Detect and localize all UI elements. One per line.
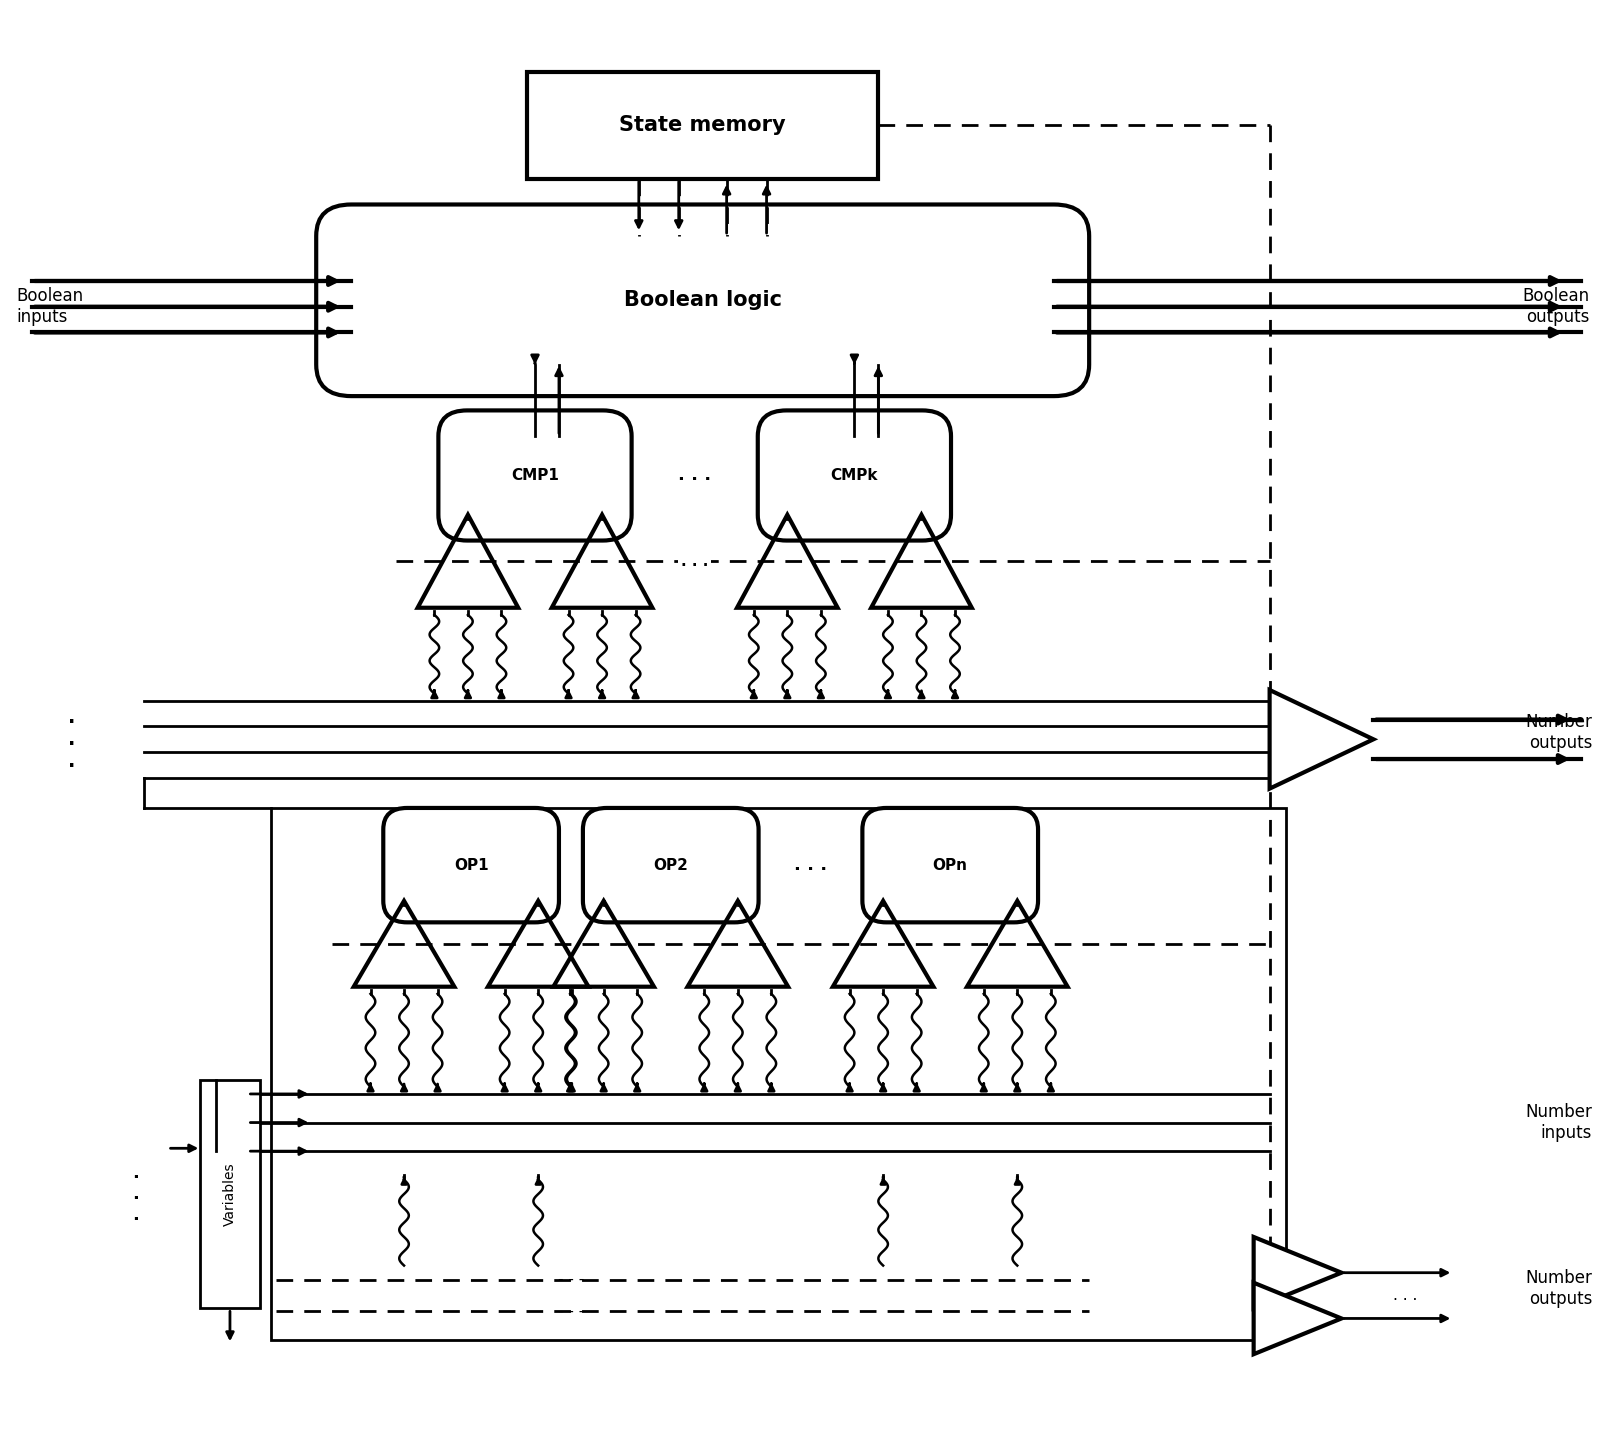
Text: OPn: OPn [933, 858, 968, 872]
Polygon shape [1254, 1283, 1341, 1354]
Text: .
.
.: . . . [133, 1164, 139, 1224]
Text: CMPk: CMPk [830, 468, 878, 483]
Polygon shape [1270, 691, 1373, 789]
Text: CMP1: CMP1 [511, 468, 559, 483]
Text: Number
inputs: Number inputs [1525, 1103, 1592, 1143]
Text: Boolean
inputs: Boolean inputs [16, 287, 83, 326]
FancyBboxPatch shape [438, 410, 632, 541]
Text: . . .: . . . [1393, 1288, 1418, 1303]
Text: - - -: - - - [557, 1273, 585, 1287]
Text: . . .: . . . [679, 466, 711, 485]
FancyBboxPatch shape [862, 808, 1038, 922]
FancyBboxPatch shape [583, 808, 759, 922]
Text: .
.
.: . . . [69, 708, 75, 771]
Text: Number
outputs: Number outputs [1525, 712, 1592, 752]
Text: Boolean
outputs: Boolean outputs [1522, 287, 1589, 326]
Text: OP1: OP1 [454, 858, 489, 872]
Text: Variables: Variables [224, 1163, 236, 1226]
Text: . . .: . . . [680, 553, 709, 569]
Text: Number
outputs: Number outputs [1525, 1268, 1592, 1308]
Text: - - -: - - - [557, 1304, 585, 1318]
Text: Boolean logic: Boolean logic [624, 290, 781, 310]
FancyBboxPatch shape [383, 808, 559, 922]
Bar [271, 808, 1286, 1340]
Text: State memory: State memory [620, 116, 786, 134]
Bar [200, 1080, 260, 1308]
Text: . . .: . . . [794, 857, 827, 874]
Polygon shape [1254, 1237, 1341, 1308]
Text: OP2: OP2 [653, 858, 688, 872]
FancyBboxPatch shape [316, 204, 1089, 396]
Bar [527, 72, 878, 179]
FancyBboxPatch shape [759, 410, 952, 541]
